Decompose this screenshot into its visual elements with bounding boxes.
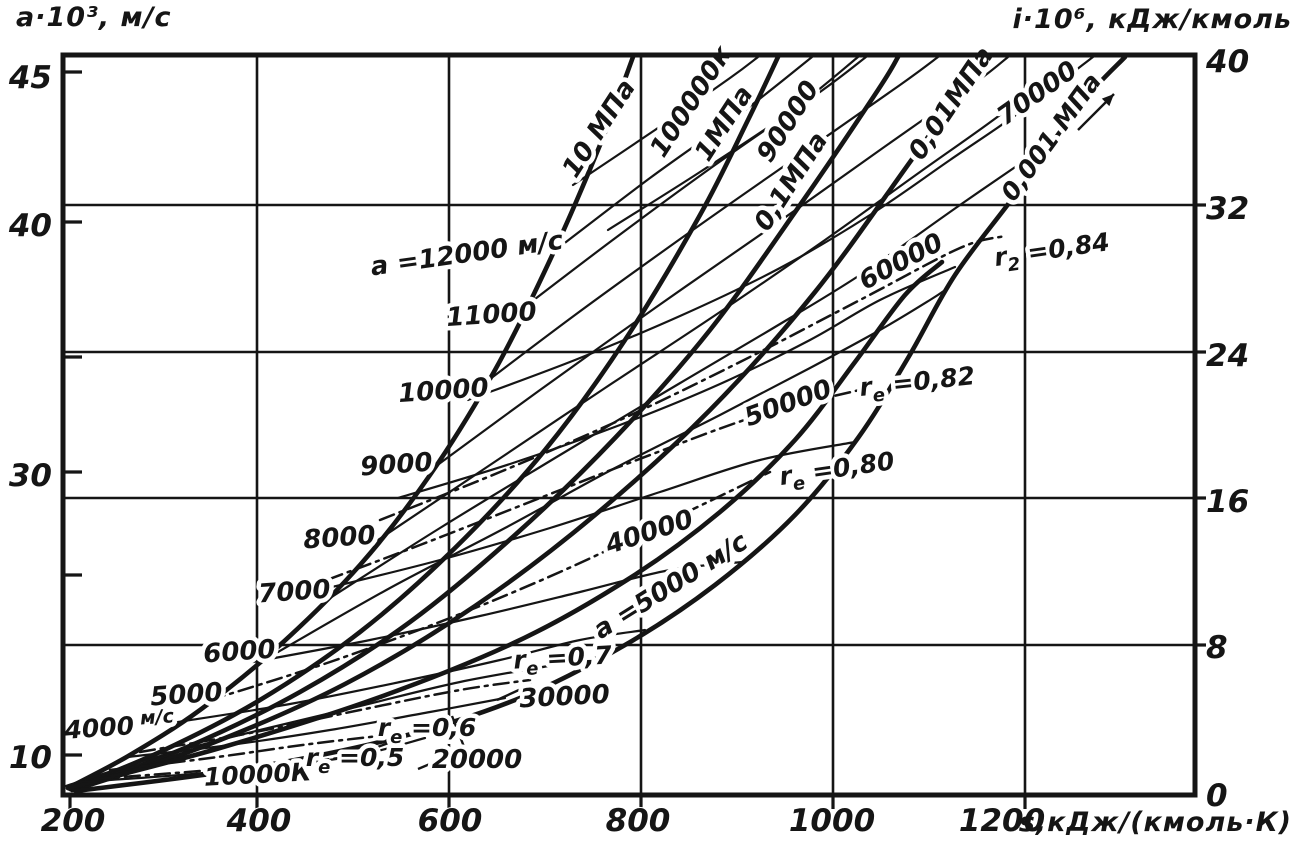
x-axis-title: s,кДж/(кмоль·К) bbox=[1018, 807, 1292, 838]
label-re-05: re =0,5 bbox=[306, 743, 405, 778]
leader-line bbox=[496, 682, 533, 702]
x-tick-label-200: 200 bbox=[41, 803, 106, 839]
label-isotherm-10000k: 10000К bbox=[203, 757, 313, 792]
velocity-lines-a-9000 bbox=[426, 55, 1010, 474]
right-tick-label-0: 0 bbox=[1206, 778, 1228, 814]
r-coefficient-lines-r-0.6 bbox=[108, 733, 390, 772]
label-isobar-001mpa: 0,01МПа bbox=[903, 42, 1000, 166]
label-re-06: re =0,6 bbox=[378, 713, 477, 748]
label-a-11000: 11000 bbox=[445, 297, 537, 333]
leader-line bbox=[371, 739, 395, 751]
isobars-isobar-0.001MPa bbox=[73, 54, 1128, 794]
label-a-12000: a =12000 м/с bbox=[369, 226, 566, 283]
right-tick-label-8: 8 bbox=[1206, 630, 1228, 666]
isotherms-T-20000 bbox=[126, 696, 507, 759]
label-a-5000: 5000 bbox=[149, 678, 223, 713]
right-tick-label-32: 32 bbox=[1206, 191, 1249, 227]
leader-line bbox=[417, 759, 438, 771]
plot-border bbox=[60, 52, 1198, 798]
right-axis-title: i·10⁶, кДж/кмоль bbox=[1012, 4, 1292, 35]
right-tick-label-24: 24 bbox=[1206, 338, 1249, 374]
x-tick-label-800: 800 bbox=[606, 803, 671, 839]
velocity-lines-a-4000 bbox=[64, 655, 602, 788]
left-tick-label-45: 45 bbox=[8, 60, 52, 96]
isotherms-T-70000 bbox=[466, 55, 1095, 402]
velocity-lines-a-8000 bbox=[376, 58, 1072, 542]
label-re-080: re =0,80 bbox=[777, 446, 897, 497]
label-re-07: re =0,7 bbox=[513, 640, 614, 680]
velocity-lines-a-12000 bbox=[551, 55, 814, 254]
velocity-lines-a-7000 bbox=[328, 148, 1042, 600]
r-coefficient-lines-r-0.84 bbox=[378, 234, 1007, 522]
x-tick-label-400: 400 bbox=[226, 803, 292, 839]
leader-line bbox=[450, 715, 470, 758]
label-a-6000: 6000 bbox=[202, 635, 276, 670]
label-a-9000: 9000 bbox=[359, 448, 433, 483]
isotherms-T-40000 bbox=[251, 560, 744, 664]
velocity-lines-a-6000 bbox=[276, 286, 950, 654]
isotherms-T-90000 bbox=[606, 55, 860, 232]
left-tick-label-10: 10 bbox=[9, 740, 52, 776]
x-tick-label-1200: 1200 bbox=[959, 803, 1045, 839]
isotherms-T-10000 bbox=[78, 736, 427, 784]
velocity-lines-a-11000 bbox=[503, 55, 868, 324]
label-isotherm-40000: 40000 bbox=[601, 504, 697, 561]
r-coefficient-lines-r-0.82 bbox=[298, 386, 870, 592]
label-a-10000: 10000 bbox=[397, 373, 489, 409]
label-isotherm-50000: 50000 bbox=[741, 374, 836, 433]
r-coefficient-lines-r-0.7 bbox=[138, 678, 532, 754]
left-tick-label-30: 30 bbox=[9, 458, 52, 494]
leader-arrowhead bbox=[1101, 94, 1114, 107]
isotherms-T-30000 bbox=[176, 628, 647, 724]
isobars-isobar-0.01MPa bbox=[71, 54, 988, 793]
x-tick-label-1000: 1000 bbox=[789, 803, 875, 839]
left-tick-label-40: 40 bbox=[8, 208, 52, 244]
isotherms-T-50000 bbox=[326, 440, 857, 590]
isobars-isobar-1MPa bbox=[67, 54, 781, 792]
isotherms-T-60000 bbox=[396, 265, 957, 500]
velocity-lines-a-10000 bbox=[463, 55, 940, 400]
isobars-isobar-0.1MPa bbox=[69, 54, 901, 793]
r-coefficient-lines-r-0.80 bbox=[208, 470, 772, 702]
right-tick-label-16: 16 bbox=[1206, 484, 1249, 520]
r-coefficient-lines-r-0.5 bbox=[93, 756, 342, 781]
left-axis-title: a·10³, м/с bbox=[16, 2, 172, 33]
right-tick-label-40: 40 bbox=[1205, 44, 1249, 80]
x-tick-label-600: 600 bbox=[418, 803, 483, 839]
label-isotherm-30000: 30000 bbox=[519, 680, 611, 715]
label-a-7000: 7000 bbox=[257, 575, 331, 610]
label-isotherm-20000: 20000 bbox=[432, 745, 522, 775]
isotherms-T-100000 bbox=[571, 55, 760, 187]
label-re-082: re =0,82 bbox=[858, 361, 977, 408]
velocity-boundary-a-5000-boundary bbox=[65, 259, 945, 791]
isobars-isobar-10MPa bbox=[65, 54, 636, 791]
label-r2-084: r2 =0,84 bbox=[992, 227, 1112, 278]
label-a-8000: 8000 bbox=[302, 521, 376, 556]
